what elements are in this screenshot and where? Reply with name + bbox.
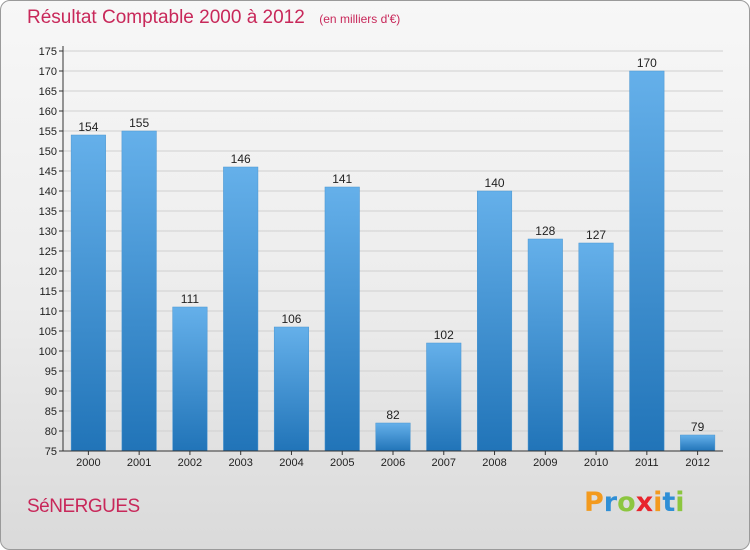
bar-value-label: 140 bbox=[485, 176, 505, 190]
logo-letter: P bbox=[584, 487, 604, 518]
y-tick-label: 125 bbox=[39, 246, 57, 258]
y-tick-label: 85 bbox=[45, 406, 57, 418]
logo-letter: r bbox=[603, 487, 618, 518]
bar bbox=[426, 342, 462, 452]
x-tick-label: 2008 bbox=[482, 457, 506, 469]
chart-subtitle: (en milliers d'€) bbox=[319, 12, 401, 26]
y-tick-label: 140 bbox=[39, 186, 57, 198]
x-tick-label: 2000 bbox=[76, 457, 100, 469]
bar bbox=[223, 166, 259, 452]
x-tick-label: 2006 bbox=[381, 457, 405, 469]
bar bbox=[70, 134, 106, 452]
chart-title: Résultat Comptable 2000 à 2012 bbox=[27, 7, 305, 28]
proxiti-logo: Proxiti bbox=[584, 487, 685, 518]
x-tick-label: 2010 bbox=[584, 457, 608, 469]
chart-title-wrap: Résultat Comptable 2000 à 2012 (en milli… bbox=[27, 7, 400, 29]
bar-value-label: 79 bbox=[691, 420, 705, 434]
logo-letter: i bbox=[675, 487, 685, 518]
bar bbox=[375, 422, 411, 452]
y-tick-label: 115 bbox=[39, 286, 57, 298]
y-tick-label: 100 bbox=[39, 346, 57, 358]
y-tick-label: 160 bbox=[39, 106, 57, 118]
y-tick-label: 165 bbox=[39, 86, 57, 98]
logo-letter: t bbox=[662, 487, 676, 518]
bar-value-label: 155 bbox=[129, 116, 149, 130]
x-tick-label: 2009 bbox=[533, 457, 557, 469]
bar-value-label: 127 bbox=[586, 228, 606, 242]
place-name: SéNERGUES bbox=[27, 496, 140, 517]
x-tick-label: 2007 bbox=[432, 457, 456, 469]
bar-value-label: 111 bbox=[181, 292, 200, 306]
bar-value-label: 106 bbox=[281, 312, 301, 326]
bar-value-label: 170 bbox=[637, 56, 657, 70]
bar-value-label: 82 bbox=[386, 408, 400, 422]
bar bbox=[527, 238, 563, 452]
bar-value-label: 128 bbox=[535, 224, 555, 238]
y-tick-label: 170 bbox=[39, 66, 57, 78]
y-tick-label: 80 bbox=[45, 426, 57, 438]
y-tick-label: 95 bbox=[45, 366, 57, 378]
bar-value-label: 146 bbox=[231, 152, 251, 166]
x-tick-label: 2012 bbox=[685, 457, 709, 469]
y-tick-label: 145 bbox=[39, 166, 57, 178]
y-tick-label: 90 bbox=[45, 386, 57, 398]
logo-letter: i bbox=[653, 487, 663, 518]
y-tick-label: 110 bbox=[39, 306, 57, 318]
x-tick-label: 2011 bbox=[635, 457, 659, 469]
logo-letter: o bbox=[617, 487, 636, 518]
y-tick-label: 75 bbox=[45, 446, 57, 458]
bar bbox=[477, 190, 513, 452]
bar bbox=[324, 186, 360, 452]
x-tick-label: 2002 bbox=[178, 457, 202, 469]
bar bbox=[121, 130, 157, 452]
bar bbox=[629, 70, 665, 452]
y-tick-label: 130 bbox=[39, 226, 57, 238]
bar-value-label: 154 bbox=[78, 120, 98, 134]
y-tick-label: 135 bbox=[39, 206, 57, 218]
x-tick-label: 2003 bbox=[228, 457, 252, 469]
x-tick-label: 2001 bbox=[127, 457, 151, 469]
bar bbox=[273, 326, 309, 452]
y-tick-label: 175 bbox=[39, 46, 57, 58]
y-tick-label: 105 bbox=[39, 326, 57, 338]
bar bbox=[172, 306, 208, 452]
bar bbox=[578, 242, 614, 452]
y-tick-label: 155 bbox=[39, 126, 57, 138]
y-tick-label: 150 bbox=[39, 146, 57, 158]
bar bbox=[680, 434, 716, 452]
y-tick-label: 120 bbox=[39, 266, 57, 278]
bar-value-label: 141 bbox=[332, 172, 352, 186]
x-tick-label: 2005 bbox=[330, 457, 354, 469]
x-tick-label: 2004 bbox=[279, 457, 303, 469]
logo-letter: x bbox=[635, 487, 654, 518]
bar-value-label: 102 bbox=[434, 328, 454, 342]
